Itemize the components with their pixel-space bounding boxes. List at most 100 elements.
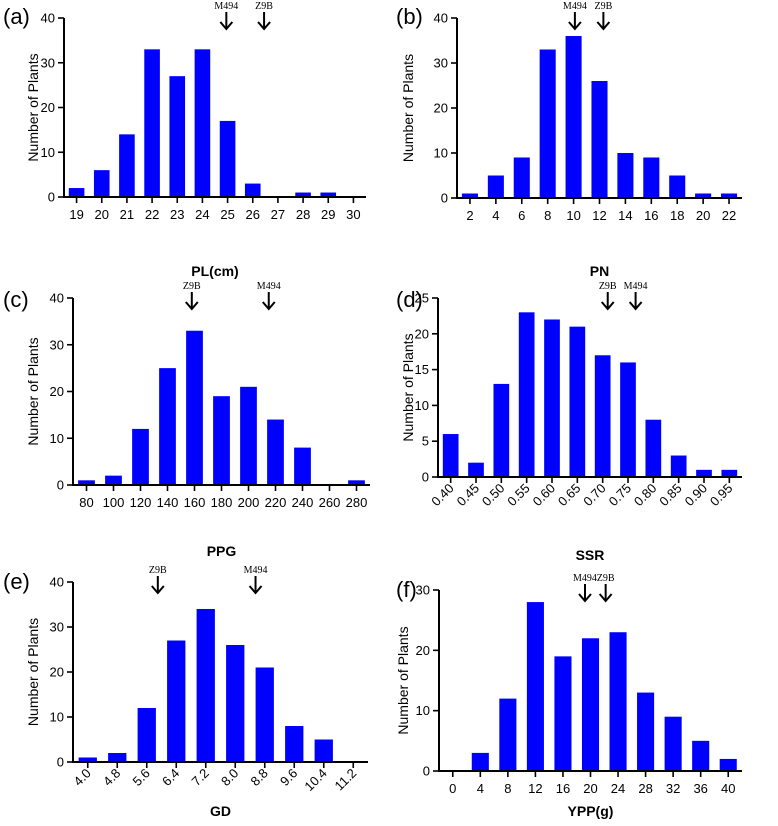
bar-23 bbox=[169, 76, 186, 197]
marker-arrow-icon bbox=[151, 576, 165, 595]
bar-7.2 bbox=[196, 609, 215, 762]
y-tick-label: 0 bbox=[48, 190, 55, 205]
bar-24 bbox=[609, 632, 627, 771]
bar-4.8 bbox=[108, 753, 127, 762]
bar-0.50 bbox=[493, 383, 510, 477]
panel-letter: (e) bbox=[3, 569, 30, 594]
panel-letter: (f) bbox=[396, 577, 417, 602]
marker-arrow-head bbox=[261, 301, 276, 311]
marker-label-m494: M494 bbox=[624, 281, 648, 292]
bar-0.45 bbox=[468, 462, 484, 477]
x-tick-label: 0.45 bbox=[454, 481, 483, 510]
x-tick-label: 220 bbox=[265, 495, 287, 510]
x-tick-label: 20 bbox=[696, 208, 710, 223]
bar-36 bbox=[692, 740, 710, 771]
y-tick-label: 10 bbox=[434, 146, 448, 161]
bar-180 bbox=[213, 396, 230, 485]
x-tick-label: 23 bbox=[170, 207, 184, 222]
bar-20 bbox=[695, 193, 712, 198]
bar-16 bbox=[554, 656, 572, 771]
marker-arrow-icon bbox=[248, 576, 263, 595]
y-axis-title: Number of Plants bbox=[25, 618, 41, 726]
bar-140 bbox=[159, 368, 176, 486]
panel-letter: (a) bbox=[3, 4, 30, 29]
y-axis-title: Number of Plants bbox=[25, 337, 41, 445]
y-tick-label: 40 bbox=[41, 11, 55, 26]
marker-arrow-head bbox=[257, 21, 271, 31]
marker-arrow-icon bbox=[257, 12, 271, 31]
x-tick-label: 20 bbox=[583, 781, 597, 796]
bar-0.85 bbox=[670, 455, 687, 477]
marker-arrow-head bbox=[628, 301, 643, 311]
x-tick-label: 80 bbox=[79, 495, 93, 510]
x-tick-label: 100 bbox=[103, 495, 125, 510]
x-tick-label: 8 bbox=[504, 781, 511, 796]
chart-panel-2: (b) 0 10 20 30 40 2 4 6 8 10 12 14 16 18 20 22 Number of … bbox=[396, 1, 742, 279]
x-tick-label: 27 bbox=[271, 207, 285, 222]
bar-40 bbox=[719, 758, 737, 771]
y-tick-label: 30 bbox=[50, 620, 64, 635]
y-tick-label: 20 bbox=[416, 643, 430, 658]
marker-arrow-head bbox=[248, 585, 263, 595]
x-tick-label: 0.50 bbox=[479, 481, 508, 510]
bar-16 bbox=[643, 157, 660, 198]
x-tick-label: 0.55 bbox=[504, 481, 533, 510]
x-tick-label: 6 bbox=[518, 208, 525, 223]
x-tick-label: 18 bbox=[670, 208, 684, 223]
bar-8 bbox=[539, 49, 556, 198]
y-tick-label: 0 bbox=[423, 764, 430, 779]
x-tick-label: 180 bbox=[211, 495, 233, 510]
y-tick-label: 0 bbox=[441, 191, 448, 206]
bar-26 bbox=[244, 183, 261, 197]
y-tick-label: 20 bbox=[434, 101, 448, 116]
marker-arrow-icon bbox=[219, 12, 234, 31]
x-tick-label: 22 bbox=[722, 208, 736, 223]
bar-0.70 bbox=[594, 355, 611, 477]
bar-19 bbox=[68, 188, 85, 197]
bar-100 bbox=[105, 475, 122, 485]
x-tick-label: 0.75 bbox=[606, 481, 635, 510]
bar-220 bbox=[267, 419, 284, 485]
x-tick-label: 120 bbox=[130, 495, 152, 510]
marker-arrow-icon bbox=[568, 12, 582, 31]
marker-label-z9b: Z9B bbox=[255, 1, 273, 12]
x-tick-label: 6.4 bbox=[159, 766, 182, 789]
y-tick-label: 20 bbox=[41, 100, 55, 115]
y-tick-label: 0 bbox=[57, 755, 64, 770]
x-tick-label: 240 bbox=[292, 495, 314, 510]
x-axis-title: PPG bbox=[207, 543, 237, 559]
x-tick-label: 4 bbox=[492, 208, 499, 223]
marker-arrow-head bbox=[578, 593, 592, 603]
x-tick-label: 140 bbox=[157, 495, 179, 510]
x-tick-label: 29 bbox=[321, 207, 335, 222]
bar-8.8 bbox=[255, 667, 274, 762]
bar-20 bbox=[93, 170, 110, 197]
y-tick-label: 10 bbox=[415, 398, 429, 413]
x-tick-label: 22 bbox=[145, 207, 159, 222]
x-axis-title: PN bbox=[590, 263, 609, 279]
y-tick-label: 5 bbox=[422, 434, 429, 449]
x-tick-label: 36 bbox=[693, 781, 707, 796]
bar-0.80 bbox=[645, 419, 662, 477]
y-tick-label: 40 bbox=[50, 291, 64, 306]
x-tick-label: 8.8 bbox=[247, 766, 270, 789]
x-tick-label: 0.90 bbox=[682, 481, 711, 510]
marker-arrow-icon bbox=[598, 584, 613, 603]
y-axis-title: Number of Plants bbox=[395, 626, 411, 734]
x-tick-label: 40 bbox=[721, 781, 735, 796]
bar-4.0 bbox=[78, 757, 97, 762]
marker-label-m494: M494 bbox=[563, 1, 587, 12]
x-axis-title: SSR bbox=[576, 547, 605, 563]
x-tick-label: 0.40 bbox=[428, 481, 457, 510]
x-tick-label: 0 bbox=[449, 781, 456, 796]
x-axis-title: YPP(g) bbox=[568, 803, 614, 819]
bar-120 bbox=[132, 428, 149, 485]
bar-12 bbox=[526, 602, 544, 771]
bar-32 bbox=[664, 716, 682, 771]
y-tick-label: 20 bbox=[50, 665, 64, 680]
x-tick-label: 2 bbox=[466, 208, 473, 223]
x-tick-label: 16 bbox=[644, 208, 658, 223]
y-tick-label: 0 bbox=[422, 470, 429, 485]
